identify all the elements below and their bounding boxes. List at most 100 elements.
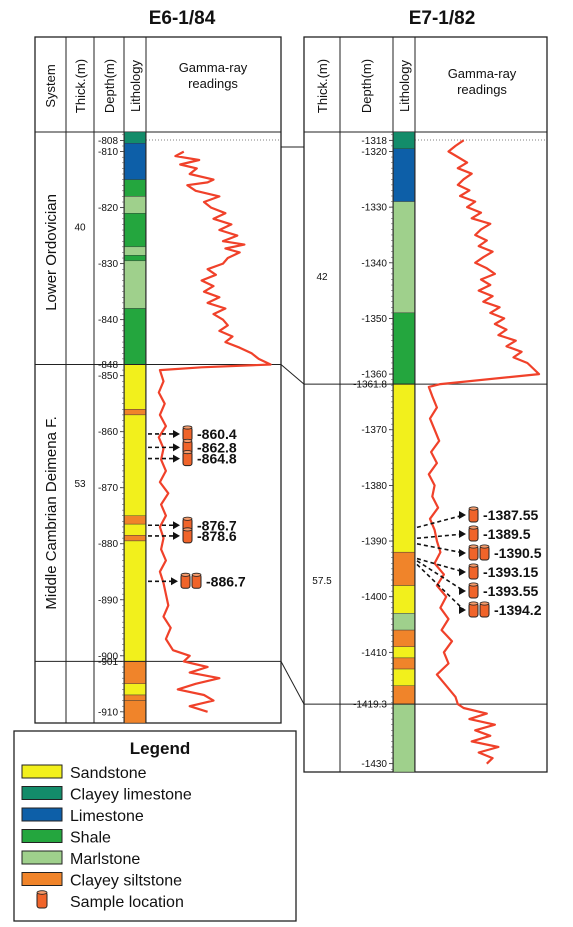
depth-tick-label: -1330 (361, 203, 387, 214)
lithology-block (124, 179, 146, 197)
sample-cylinder-top (479, 601, 490, 606)
system-label: Middle Cambrian Deimena F. (43, 416, 60, 609)
lithology-block (124, 523, 146, 536)
sample-arrowhead (459, 511, 466, 519)
depth-tick-label: -850 (98, 371, 118, 382)
sample-marker: -1393.55 (416, 560, 538, 599)
well-content-e6: Lower Ordovician 40 Middle Cambrian Deimen… (35, 131, 281, 724)
lithology-block (393, 668, 415, 686)
depth-tick-label: -840 (98, 315, 118, 326)
sample-marker: -860.4 (148, 425, 237, 442)
header-system: System (43, 64, 58, 107)
sample-marker: -878.6 (148, 527, 237, 544)
sample-arrowhead (173, 454, 180, 463)
legend-item-label: Shale (70, 830, 111, 847)
sample-arrowhead (459, 530, 466, 538)
sample-arrowhead (459, 549, 466, 557)
lithology-block (393, 148, 415, 202)
sample-marker: -886.7 (148, 572, 246, 589)
header-lithology-e7: Lithology (397, 59, 412, 112)
depth-tick-label: -860 (98, 427, 118, 438)
lithology-block (124, 260, 146, 309)
header-thickness: Thick.(m) (73, 59, 88, 113)
header-thickness-e7: Thick.(m) (315, 59, 330, 113)
well-title-e7: E7-1/82 (409, 8, 476, 29)
depth-tick-label: -1318 (361, 136, 387, 147)
sample-arrowhead (173, 521, 180, 530)
sample-arrow (416, 543, 465, 554)
lithology-block (393, 657, 415, 670)
legend-swatch (21, 829, 63, 843)
sample-arrow (416, 560, 465, 592)
lithology-block (393, 131, 415, 149)
depth-tick-label: -1410 (361, 648, 387, 659)
lithology-block (393, 629, 415, 647)
sample-depth-label: -878.6 (197, 528, 237, 544)
sample-depth-label: -1393.55 (483, 583, 538, 599)
sample-arrow (416, 514, 465, 529)
depth-tick-label: -900 (98, 651, 118, 662)
sample-arrowhead (459, 606, 466, 614)
thickness-label: 42 (316, 272, 328, 283)
lithology-block (124, 143, 146, 180)
depth-tick-label: -1320 (361, 147, 387, 158)
sample-depth-label: -876.7 (197, 517, 237, 533)
depth-tick-label: -808 (98, 136, 118, 147)
sample-cylinder-top (182, 527, 193, 532)
header-gamma-ray-e7-line2: readings (457, 82, 507, 97)
sample-depth-label: -886.7 (206, 573, 246, 589)
sample-arrow (416, 533, 465, 540)
gamma-ray-curve (427, 139, 541, 765)
sample-marker: -1393.15 (416, 557, 538, 580)
thickness-label: 53 (74, 479, 86, 490)
sample-cylinder-top (468, 506, 479, 511)
lithology-block (393, 383, 415, 553)
legend-item-label: Limestone (70, 808, 144, 825)
legend-item-label: Marlstone (70, 851, 140, 868)
depth-tick-label: -1419.3 (353, 700, 387, 711)
gamma-ray-curve (157, 150, 272, 713)
header-gamma-ray-line1: Gamma-ray (179, 60, 248, 75)
depth-tick-label: -1370 (361, 425, 387, 436)
sample-cylinder-top (479, 544, 490, 549)
lithology-block (124, 535, 146, 542)
lithology-block (124, 409, 146, 416)
lithology-block (393, 551, 415, 586)
header-depth-e7: Depth(m) (359, 59, 374, 113)
sample-cylinder-top (191, 572, 202, 577)
legend-swatch (21, 786, 63, 800)
sample-cylinder-top (468, 582, 479, 587)
sample-marker: -1390.5 (416, 543, 542, 561)
depth-tick-label: -1340 (361, 258, 387, 269)
sample-arrowhead (459, 587, 466, 595)
depth-tick-label: -1400 (361, 592, 387, 603)
sample-marker: -1394.2 (416, 563, 542, 618)
sample-cylinder-top (468, 563, 479, 568)
depth-tick-label: -1390 (361, 537, 387, 548)
lithology-block (124, 246, 146, 256)
well-content-e7: 42 57.5 -1318-1320 -1330 -1340 -1350 -1360-136… (304, 131, 547, 773)
system-label: Lower Ordovician (43, 194, 60, 311)
depth-tick-label: -1361.8 (353, 380, 387, 391)
depth-tick-label: -1430 (361, 759, 387, 770)
header-lithology: Lithology (128, 59, 143, 112)
lithology-block (124, 255, 146, 262)
sample-arrowhead (459, 568, 466, 576)
lithology-block (124, 414, 146, 516)
correlation-line (280, 364, 305, 385)
sample-arrowhead (171, 577, 178, 586)
depth-tick-label: -1380 (361, 481, 387, 492)
lithology-block (393, 646, 415, 659)
sample-arrow (416, 557, 465, 573)
lithology-block (124, 661, 146, 684)
sample-marker: -864.8 (148, 450, 237, 467)
correlation-line (280, 661, 305, 705)
sample-depth-label: -1393.15 (483, 564, 538, 580)
header-depth: Depth(m) (102, 59, 117, 113)
sample-arrowhead (173, 531, 180, 540)
sample-cylinder-top (182, 450, 193, 455)
lithology-block (124, 364, 146, 410)
sample-arrowhead (173, 443, 180, 452)
depth-tick-label: -890 (98, 595, 118, 606)
